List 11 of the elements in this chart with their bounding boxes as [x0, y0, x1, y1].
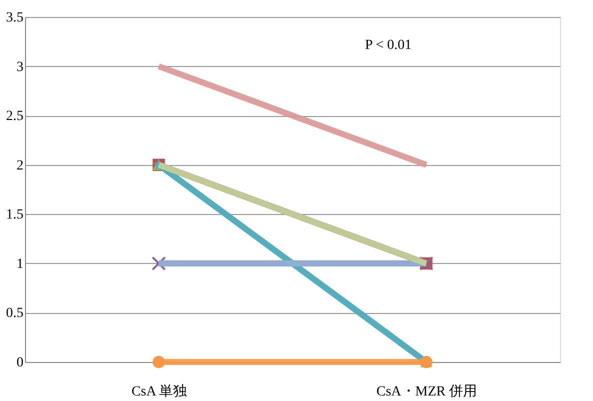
- y-tick-label: 1: [16, 256, 24, 272]
- y-tick-label: 0.5: [6, 306, 24, 322]
- y-tick-label: 3: [16, 60, 24, 75]
- y-tick-label: 2.5: [6, 109, 24, 124]
- y-tick-label: 0: [16, 356, 24, 370]
- y-tick-label: 3.5: [6, 10, 24, 26]
- x-tick-label: CsA 単独: [131, 384, 188, 400]
- y-tick-label: 1.5: [6, 208, 24, 223]
- annotation: P < 0.01: [365, 38, 412, 53]
- y-tick-label: 2: [16, 158, 24, 174]
- x-tick-label: CsA・MZR 併用: [376, 384, 478, 400]
